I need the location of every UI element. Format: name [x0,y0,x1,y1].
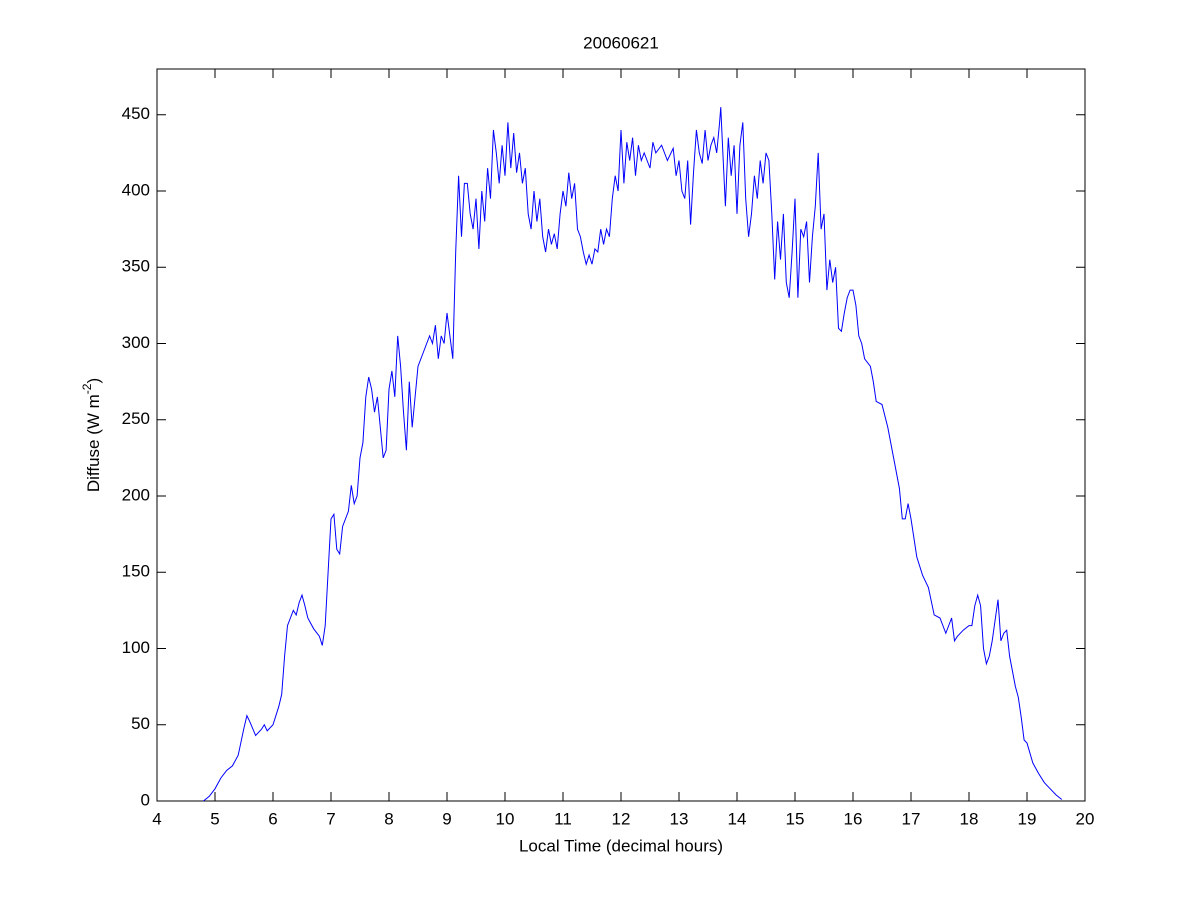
x-tick-label: 13 [670,809,689,828]
y-label-suffix: ) [84,378,103,384]
y-tick-label: 100 [122,638,150,657]
x-tick-label: 18 [960,809,979,828]
x-tick-label: 5 [210,809,219,828]
y-tick-label: 0 [141,790,150,809]
x-tick-label: 12 [612,809,631,828]
y-tick-label: 450 [122,104,150,123]
x-tick-label: 19 [1018,809,1037,828]
x-tick-label: 16 [844,809,863,828]
x-tick-label: 11 [554,809,572,828]
y-tick-label: 200 [122,485,150,504]
y-tick-label: 250 [122,409,150,428]
y-tick-label: 350 [122,257,150,276]
x-tick-label: 8 [384,809,393,828]
data-line [203,107,1063,802]
x-tick-label: 9 [442,809,451,828]
y-tick-label: 300 [122,333,150,352]
x-tick-label: 7 [326,809,335,828]
x-tick-label: 10 [496,809,515,828]
y-axis-label: Diffuse (W m-2) [80,378,103,492]
x-tick-label: 4 [152,809,161,828]
x-axis-label: Local Time (decimal hours) [519,836,723,855]
y-label-sup: -2 [80,383,94,394]
y-label-text: Diffuse (W m [84,394,103,492]
x-tick-label: 6 [268,809,277,828]
y-tick-label: 150 [122,562,150,581]
chart-title: 20060621 [583,33,659,52]
x-tick-label: 20 [1076,809,1095,828]
x-tick-label: 15 [786,809,805,828]
x-tick-label: 14 [728,809,747,828]
y-tick-label: 50 [131,714,150,733]
y-tick-label: 400 [122,180,150,199]
plot-frame [156,68,1086,802]
x-tick-label: 17 [902,809,921,828]
